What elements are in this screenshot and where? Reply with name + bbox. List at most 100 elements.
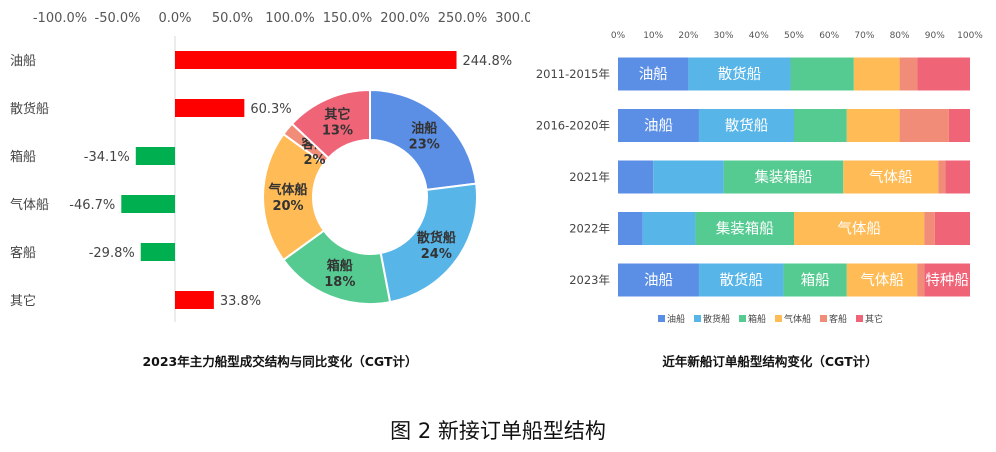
x-tick-label: 60% xyxy=(819,31,839,41)
x-tick-label: 70% xyxy=(854,31,874,41)
segment-label: 散货船 xyxy=(718,66,762,83)
category-label: 2022年 xyxy=(569,222,610,236)
slice-category-label: 其它 xyxy=(324,107,350,123)
stacked-segment xyxy=(843,160,939,194)
stacked-segment xyxy=(618,109,699,142)
stacked-segment xyxy=(688,57,791,91)
stacked-segment xyxy=(899,109,949,142)
stacked-segment xyxy=(846,263,918,297)
bar xyxy=(121,195,175,213)
slice-category-label: 箱船 xyxy=(327,258,353,274)
segment-label: 气体船 xyxy=(860,272,904,289)
category-label: 箱船 xyxy=(10,149,36,165)
category-label: 客船 xyxy=(10,245,36,261)
slice-category-label: 气体船 xyxy=(268,182,307,198)
segment-label: 散货船 xyxy=(719,272,763,289)
x-tick-label: -50.0% xyxy=(95,11,141,26)
data-label: -29.8% xyxy=(89,246,135,261)
slice-value-label: 2% xyxy=(303,153,325,168)
stacked-segment xyxy=(790,57,854,91)
slice-value-label: 18% xyxy=(324,275,355,290)
stacked-segment xyxy=(794,109,847,142)
x-tick-label: -100.0% xyxy=(33,11,87,26)
x-tick-label: 250.0% xyxy=(438,11,488,26)
stacked-segment xyxy=(846,109,900,142)
legend-swatch xyxy=(658,315,665,322)
data-label: 244.8% xyxy=(463,54,513,69)
segment-label: 气体船 xyxy=(837,221,881,238)
category-label: 散货船 xyxy=(10,101,49,117)
legend-label: 客船 xyxy=(829,313,847,325)
stacked-segment xyxy=(917,263,925,297)
stacked-segment xyxy=(945,160,970,194)
stacked-segment xyxy=(695,212,794,245)
legend-swatch xyxy=(739,315,746,322)
figure-caption: 图 2 新接订单船型结构 xyxy=(390,419,606,443)
slice-value-label: 24% xyxy=(421,247,452,262)
stacked-segment xyxy=(853,57,900,91)
data-label: 33.8% xyxy=(220,294,261,309)
stacked-segment xyxy=(618,263,699,297)
legend-swatch xyxy=(775,315,782,322)
legend-label: 散货船 xyxy=(703,313,730,325)
legend-swatch xyxy=(820,315,827,322)
stacked-segment xyxy=(899,57,918,91)
segment-label: 箱船 xyxy=(801,272,830,289)
x-tick-label: 200.0% xyxy=(380,11,430,26)
x-tick-label: 50.0% xyxy=(212,11,253,26)
bar xyxy=(140,243,175,261)
legend-label: 其它 xyxy=(865,313,883,325)
x-tick-label: 100% xyxy=(957,31,983,41)
category-label: 其它 xyxy=(10,293,36,309)
stacked-segment xyxy=(794,212,925,245)
bar xyxy=(175,99,245,117)
segment-label: 散货船 xyxy=(725,118,769,135)
stacked-segment xyxy=(938,160,946,194)
data-label: 60.3% xyxy=(250,102,291,117)
stacked-segment xyxy=(618,212,643,245)
stacked-segment xyxy=(698,109,794,142)
stacked-segment xyxy=(618,160,654,194)
bar xyxy=(175,51,457,69)
stacked-segment xyxy=(783,263,847,297)
legend-label: 气体船 xyxy=(784,313,811,325)
stacked-segment xyxy=(924,212,935,245)
segment-label: 油船 xyxy=(644,272,673,289)
category-label: 2021年 xyxy=(569,170,610,184)
stacked-segment xyxy=(723,160,844,194)
category-label: 2016-2020年 xyxy=(536,119,610,133)
stacked-segment xyxy=(948,109,970,142)
stacked-segment xyxy=(618,57,689,91)
donut-slice xyxy=(379,182,478,304)
legend-swatch xyxy=(856,315,863,322)
x-tick-label: 300.0% xyxy=(495,11,530,26)
slice-value-label: 13% xyxy=(322,124,353,139)
bar xyxy=(135,147,175,165)
legend-swatch xyxy=(694,315,701,322)
x-tick-label: 150.0% xyxy=(323,11,373,26)
stacked-segment xyxy=(653,160,724,194)
stacked-segment xyxy=(642,212,696,245)
x-tick-label: 40% xyxy=(749,31,769,41)
category-label: 油船 xyxy=(10,54,36,69)
right-chart-title: 近年新船订单船型结构变化（CGT计） xyxy=(662,354,878,369)
stacked-segment xyxy=(917,57,970,91)
category-label: 气体船 xyxy=(10,197,49,213)
stacked-segment xyxy=(698,263,784,297)
segment-label: 油船 xyxy=(639,66,668,83)
category-label: 2011-2015年 xyxy=(536,67,610,81)
left-chart: -100.0% -50.0% 0.0% 50.0% 100.0% 150.0% 200.0%… xyxy=(10,11,530,322)
slice-category-label: 油船 xyxy=(411,120,437,136)
slice-value-label: 20% xyxy=(272,199,303,214)
x-tick-label: 0.0% xyxy=(158,11,191,26)
segment-label: 集装箱船 xyxy=(754,169,812,186)
segment-label: 特种船 xyxy=(925,272,969,289)
data-label: -34.1% xyxy=(84,150,130,165)
donut-slice xyxy=(290,88,371,160)
legend-label: 油船 xyxy=(667,313,685,325)
stacked-segment xyxy=(934,212,970,245)
x-tick-label: 20% xyxy=(678,31,698,41)
x-tick-label: 100.0% xyxy=(265,11,315,26)
stacked-segment xyxy=(924,263,970,297)
left-chart-title: 2023年主力船型成交结构与同比变化（CGT计） xyxy=(142,354,418,369)
